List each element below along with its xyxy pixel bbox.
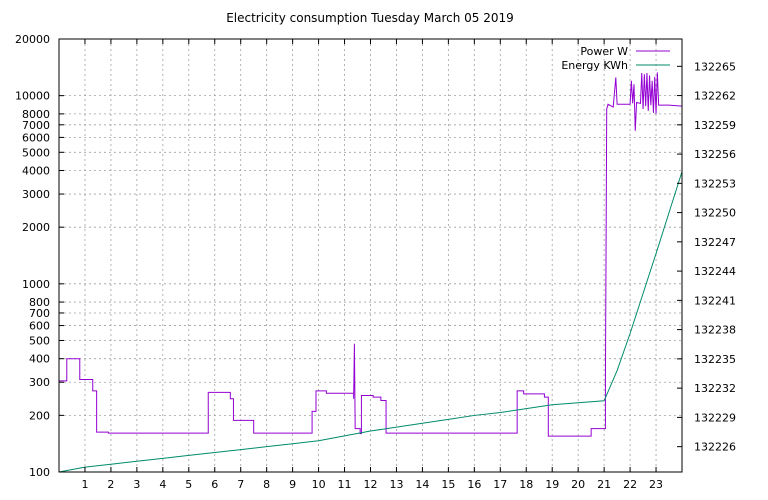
y-left-tick-label: 100 xyxy=(29,466,50,479)
x-tick-label: 1 xyxy=(81,478,88,491)
y-left-tick-label: 400 xyxy=(29,353,50,366)
y-right-tick-label: 132241 xyxy=(694,294,736,307)
y-right-tick-label: 132232 xyxy=(694,382,736,395)
x-tick-label: 5 xyxy=(185,478,192,491)
x-tick-label: 13 xyxy=(389,478,403,491)
chart-title: Electricity consumption Tuesday March 05… xyxy=(226,11,514,25)
y-left-tick-label: 20000 xyxy=(15,33,50,46)
y-right-tick-label: 132226 xyxy=(694,441,736,454)
y-right-tick-label: 132229 xyxy=(694,411,736,424)
y-right-tick-label: 132262 xyxy=(694,90,736,103)
y-left-tick-label: 3000 xyxy=(22,188,50,201)
x-tick-label: 15 xyxy=(441,478,455,491)
x-tick-label: 11 xyxy=(338,478,352,491)
legend: Power W Energy KWh xyxy=(561,45,670,72)
series-line-energy-kwh xyxy=(58,171,683,473)
y-left-tick-label: 5000 xyxy=(22,146,50,159)
x-tick-label: 3 xyxy=(133,478,140,491)
x-tick-label: 6 xyxy=(211,478,218,491)
x-tick-label: 20 xyxy=(571,478,585,491)
x-tick-label: 18 xyxy=(519,478,533,491)
x-tick-label: 8 xyxy=(263,478,270,491)
grid-layer xyxy=(59,39,682,472)
y-left-tick-label: 2000 xyxy=(22,221,50,234)
x-tick-label: 9 xyxy=(289,478,296,491)
x-tick-label: 2 xyxy=(107,478,114,491)
series-line-power-w xyxy=(59,72,683,437)
y-right-tick-label: 132250 xyxy=(694,207,736,220)
y-left-tick-label: 8000 xyxy=(22,108,50,121)
x-tick-label: 23 xyxy=(649,478,663,491)
x-tick-label: 12 xyxy=(364,478,378,491)
tick-layer: 1 2 3 4 5 6 7 8 9 10 11 12 13 14 15 16 17 18 19 20 21 22 23100… xyxy=(15,33,736,491)
legend-label-power: Power W xyxy=(580,45,628,58)
y-right-tick-label: 132253 xyxy=(694,177,736,190)
y-left-tick-label: 700 xyxy=(29,307,50,320)
series-layer xyxy=(58,72,683,473)
y-left-tick-label: 1000 xyxy=(22,278,50,291)
y-right-tick-label: 132238 xyxy=(694,324,736,337)
y-right-tick-label: 132244 xyxy=(694,265,736,278)
y-left-tick-label: 500 xyxy=(29,334,50,347)
y-right-tick-label: 132247 xyxy=(694,236,736,249)
x-tick-label: 10 xyxy=(312,478,326,491)
y-left-tick-label: 6000 xyxy=(22,131,50,144)
x-tick-label: 22 xyxy=(623,478,637,491)
y-left-tick-label: 800 xyxy=(29,296,50,309)
y-right-tick-label: 132235 xyxy=(694,353,736,366)
y-right-tick-label: 132265 xyxy=(694,60,736,73)
y-right-tick-label: 132259 xyxy=(694,119,736,132)
x-tick-label: 14 xyxy=(415,478,429,491)
x-tick-label: 4 xyxy=(159,478,166,491)
y-left-tick-label: 200 xyxy=(29,409,50,422)
x-tick-label: 16 xyxy=(467,478,481,491)
legend-label-energy: Energy KWh xyxy=(561,59,628,72)
x-tick-label: 21 xyxy=(597,478,611,491)
y-left-tick-label: 300 xyxy=(29,376,50,389)
y-left-tick-label: 7000 xyxy=(22,119,50,132)
x-tick-label: 19 xyxy=(545,478,559,491)
y-left-tick-label: 600 xyxy=(29,320,50,333)
x-tick-label: 17 xyxy=(493,478,507,491)
y-right-tick-label: 132256 xyxy=(694,148,736,161)
x-tick-label: 7 xyxy=(237,478,244,491)
y-left-tick-label: 10000 xyxy=(15,90,50,103)
y-left-tick-label: 4000 xyxy=(22,165,50,178)
